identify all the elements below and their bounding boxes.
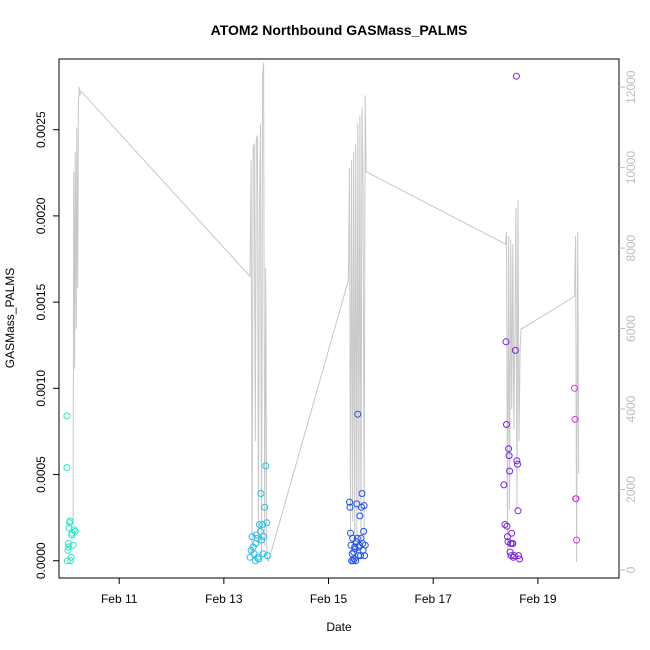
data-point [354, 410, 362, 418]
data-point [64, 543, 72, 551]
y2-tick-label: 4000 [624, 395, 638, 422]
data-point [347, 541, 355, 549]
y2-tick-label: 12000 [624, 70, 638, 104]
data-point [262, 462, 270, 470]
data-point [255, 521, 263, 528]
data-point [63, 557, 71, 565]
data-point [66, 517, 74, 525]
data-point [257, 490, 265, 497]
y-axis-label: GASMass_PALMS [3, 268, 17, 368]
y-tick-label: 0.0005 [34, 456, 48, 493]
data-point [346, 503, 354, 511]
data-point [504, 533, 511, 541]
data-point [513, 457, 521, 465]
data-point [514, 460, 521, 468]
y2-tick-label: 2000 [624, 476, 638, 503]
data-point [512, 72, 520, 80]
data-point [505, 445, 513, 453]
data-point [259, 550, 267, 558]
data-point [361, 552, 369, 560]
y2-tick-label: 8000 [624, 234, 638, 261]
line-layer [72, 62, 580, 563]
data-point [253, 534, 261, 542]
data-point [67, 553, 75, 561]
x-axis-label: Date [326, 620, 352, 634]
series-line-right-axis [72, 62, 580, 563]
data-point [349, 557, 357, 565]
y2-axis-right: 0 2000 4000 6000 8000 10000 12000 [619, 70, 638, 573]
y-tick-label: 0.0025 [34, 111, 48, 148]
data-point [64, 540, 72, 547]
data-point [505, 452, 513, 460]
data-point [571, 384, 578, 392]
points-layer [63, 72, 581, 565]
data-point [360, 527, 368, 535]
data-point [503, 522, 511, 530]
data-point [71, 527, 79, 535]
y-tick-label: 0.0015 [34, 283, 48, 320]
data-point [503, 421, 510, 428]
data-point [510, 552, 518, 560]
y2-tick-label: 10000 [624, 151, 638, 185]
data-point [360, 502, 368, 510]
y2-tick-label: 0 [624, 566, 638, 573]
data-point [63, 412, 71, 420]
data-point [514, 507, 522, 515]
data-point [63, 464, 71, 472]
data-point [508, 529, 516, 537]
data-point [64, 546, 72, 554]
data-point [506, 467, 514, 475]
x-tick-label: Feb 13 [205, 592, 243, 606]
data-point [353, 500, 361, 508]
data-point [69, 541, 77, 549]
data-point [70, 526, 78, 534]
data-point [516, 555, 524, 563]
y-tick-label: 0.0000 [34, 542, 48, 579]
data-point [506, 548, 514, 556]
x-axis: Feb 11 Feb 13 Feb 15 Feb 17 Feb 19 [101, 577, 557, 606]
x-tick-label: Feb 15 [310, 592, 348, 606]
data-point [515, 552, 522, 560]
data-point [358, 490, 366, 497]
data-point [263, 552, 271, 560]
data-point [572, 495, 580, 503]
data-point [349, 534, 357, 542]
x-tick-label: Feb 19 [519, 592, 557, 606]
data-point [500, 481, 508, 489]
chart-title: ATOM2 Northbound GASMass_PALMS [211, 22, 468, 38]
data-point [353, 534, 361, 542]
data-point [351, 545, 359, 553]
plot-frame [58, 58, 620, 579]
data-point [501, 521, 509, 528]
data-point [511, 346, 519, 354]
data-point [361, 541, 369, 549]
data-point [258, 536, 265, 544]
data-point [571, 415, 579, 423]
data-point [509, 540, 517, 547]
y-tick-label: 0.0010 [34, 370, 48, 407]
y-tick-label: 0.0020 [34, 197, 48, 234]
data-point [246, 553, 254, 561]
data-point [507, 552, 515, 560]
data-point [356, 512, 364, 520]
data-point [346, 498, 353, 506]
x-tick-label: Feb 17 [415, 592, 453, 606]
data-point [573, 536, 581, 544]
data-point [257, 527, 264, 535]
data-point [254, 555, 262, 563]
data-point [252, 531, 260, 539]
data-point [260, 533, 268, 541]
data-point [502, 338, 510, 346]
data-point [350, 548, 358, 556]
data-point [259, 521, 267, 528]
y2-tick-label: 6000 [624, 315, 638, 342]
x-tick-label: Feb 11 [101, 592, 138, 606]
data-point [67, 557, 74, 565]
data-point [261, 503, 269, 511]
y-axis: 0.0000 0.0005 0.0010 0.0015 0.0020 0.0025 [34, 111, 59, 579]
data-point [263, 519, 271, 527]
data-point [350, 555, 358, 563]
